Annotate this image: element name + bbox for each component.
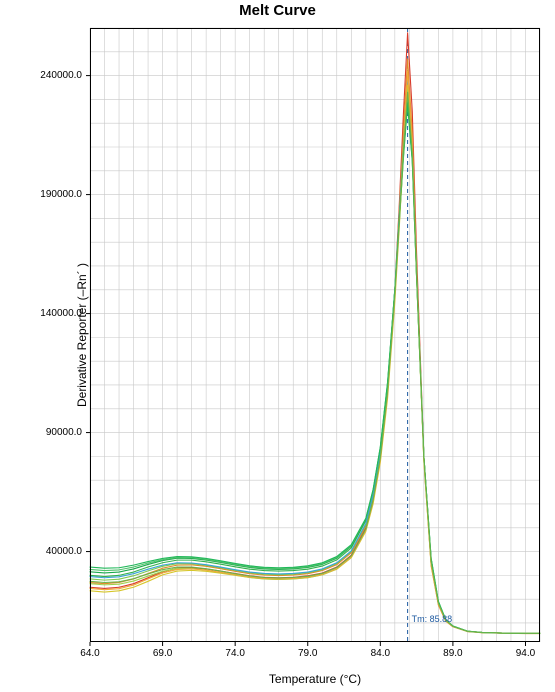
plot-area [90,28,540,642]
y-tick-label: 190000.0 [0,189,82,200]
x-tick-label: 89.0 [443,648,462,659]
y-tick-label: 140000.0 [0,308,82,319]
y-tick-label: 240000.0 [0,70,82,81]
x-axis-label: Temperature (°C) [90,672,540,686]
tm-marker-label: Tm: 85.88 [412,614,453,624]
x-tick-label: 94.0 [516,648,535,659]
x-tick-label: 64.0 [80,648,99,659]
chart-title: Melt Curve [0,2,555,19]
x-tick-label: 84.0 [371,648,390,659]
melt-curve-chart: Melt Curve Derivative Reporter (–Rn´ ) T… [0,0,555,692]
x-tick-label: 79.0 [298,648,317,659]
x-tick-label: 69.0 [153,648,172,659]
y-axis-label: Derivative Reporter (–Rn´ ) [75,263,89,407]
y-tick-label: 40000.0 [0,546,82,557]
x-tick-label: 74.0 [225,648,244,659]
y-tick-label: 90000.0 [0,427,82,438]
